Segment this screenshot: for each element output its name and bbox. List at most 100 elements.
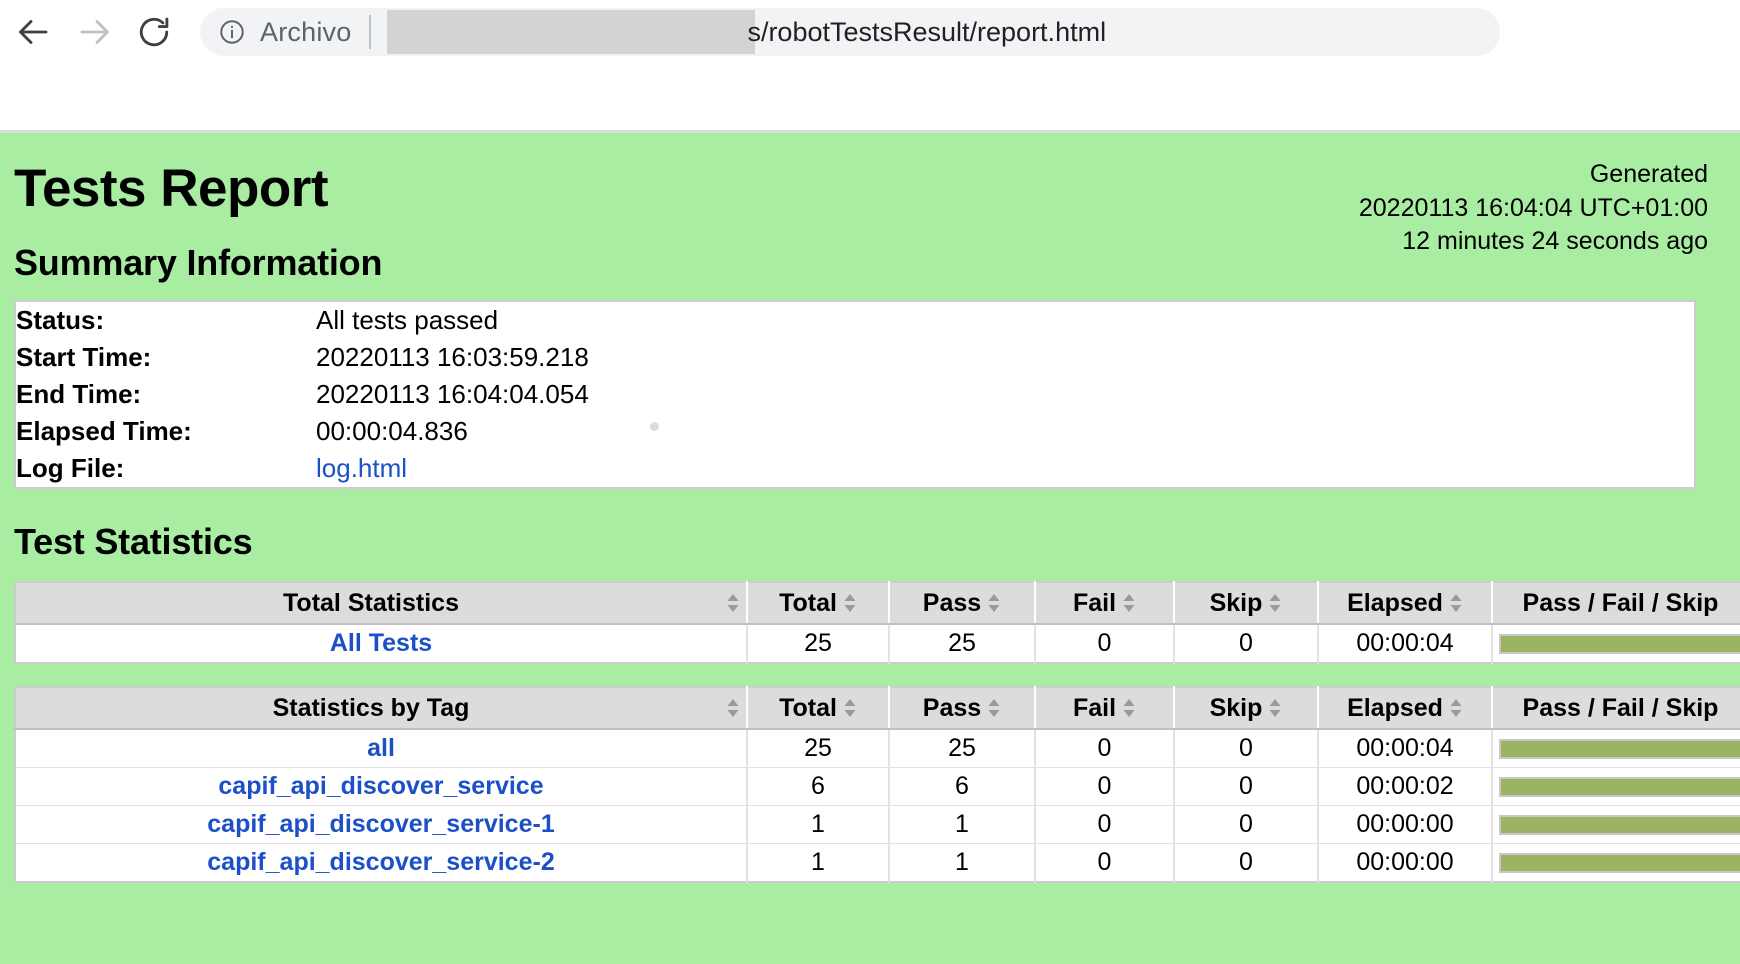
column-header-label: Fail xyxy=(1072,588,1117,617)
sort-indicator-icon[interactable] xyxy=(1268,697,1282,719)
column-header-skip[interactable]: Skip xyxy=(1174,687,1319,731)
column-header-label: Total xyxy=(779,588,837,617)
total-statistics-body: All Tests 25 25 0 0 00:00:04 xyxy=(15,624,1740,664)
cell-pass: 1 xyxy=(889,843,1036,883)
status-badge: All tests passed xyxy=(316,305,499,336)
summary-information-heading: Summary Information xyxy=(14,242,383,284)
info-circle-icon[interactable] xyxy=(218,18,246,46)
column-header-total[interactable]: Total xyxy=(747,582,890,626)
sort-indicator-icon[interactable] xyxy=(843,697,857,719)
sort-indicator-icon[interactable] xyxy=(726,697,740,719)
column-header-label: Statistics by Tag xyxy=(272,693,470,722)
column-header-label: Pass / Fail / Skip xyxy=(1522,693,1719,722)
column-header-fail[interactable]: Fail xyxy=(1035,582,1175,626)
summary-row: Log File: log.html xyxy=(15,450,1695,488)
pass-fail-skip-bar xyxy=(1499,633,1740,654)
omnibox-divider xyxy=(369,15,372,49)
sort-indicator-icon[interactable] xyxy=(1449,697,1463,719)
column-header-pass[interactable]: Pass xyxy=(889,687,1036,731)
summary-value: 00:00:04.836 xyxy=(316,416,468,447)
table-header-row: Total Statistics Total Pass Fail Skip Elapsed… xyxy=(15,582,1740,626)
origin-label: Archivo xyxy=(260,16,352,47)
column-header-pass[interactable]: Pass xyxy=(889,582,1036,626)
sort-indicator-icon[interactable] xyxy=(987,592,1001,614)
browser-chrome: Archivo s/robotTestsResult/report.html xyxy=(0,0,1740,133)
table-header-row: Statistics by Tag Total Pass Fail Skip Elapse… xyxy=(15,687,1740,731)
statistics-by-tag-table: Statistics by Tag Total Pass Fail Skip Elapse… xyxy=(14,686,1740,884)
cell-pass: 1 xyxy=(889,805,1036,845)
cell-total: 25 xyxy=(747,729,890,769)
cell-fail: 0 xyxy=(1035,729,1175,769)
address-bar[interactable]: Archivo s/robotTestsResult/report.html xyxy=(200,8,1500,56)
total-statistics-header: Total Statistics Total Pass Fail Skip Elapsed… xyxy=(15,582,1740,626)
cell-pass-fail-skip-bar xyxy=(1492,729,1740,769)
summary-row: End Time: 20220113 16:04:04.054 xyxy=(15,376,1695,413)
sort-indicator-icon[interactable] xyxy=(1268,592,1282,614)
cell-fail: 0 xyxy=(1035,843,1175,883)
cell-total: 25 xyxy=(747,624,890,664)
column-header-fail[interactable]: Fail xyxy=(1035,687,1175,731)
column-header-label: Total xyxy=(779,693,837,722)
sort-indicator-icon[interactable] xyxy=(1122,697,1136,719)
cell-elapsed: 00:00:00 xyxy=(1318,843,1493,883)
row-name-link[interactable]: All Tests xyxy=(329,629,433,658)
cursor-dot-artifact xyxy=(650,422,659,431)
log-file-link[interactable]: log.html xyxy=(316,453,408,484)
summary-label: Elapsed Time: xyxy=(16,416,192,447)
column-header-name[interactable]: Statistics by Tag xyxy=(15,687,748,731)
column-header-pass-fail-skip: Pass / Fail / Skip xyxy=(1492,582,1740,626)
sort-indicator-icon[interactable] xyxy=(843,592,857,614)
generated-info: Generated 20220113 16:04:04 UTC+01:00 12… xyxy=(1359,158,1708,259)
column-header-name[interactable]: Total Statistics xyxy=(15,582,748,626)
arrow-right-icon xyxy=(76,14,112,50)
row-name-cell: all xyxy=(15,729,748,769)
cell-total: 1 xyxy=(747,805,890,845)
reload-icon xyxy=(136,14,172,50)
bar-segment-pass xyxy=(1501,740,1740,757)
column-header-label: Elapsed xyxy=(1347,693,1443,722)
cell-skip: 0 xyxy=(1174,767,1319,807)
back-button[interactable] xyxy=(8,6,60,58)
summary-value: 20220113 16:03:59.218 xyxy=(316,342,589,373)
summary-row: Start Time: 20220113 16:03:59.218 xyxy=(15,339,1695,376)
summary-label: Status: xyxy=(16,305,105,336)
sort-indicator-icon[interactable] xyxy=(1122,592,1136,614)
bar-segment-pass xyxy=(1501,816,1740,833)
sort-indicator-icon[interactable] xyxy=(1449,592,1463,614)
sort-indicator-icon[interactable] xyxy=(987,697,1001,719)
generated-label: Generated xyxy=(1589,160,1708,188)
summary-value: 20220113 16:04:04.054 xyxy=(316,379,589,410)
row-name-link[interactable]: capif_api_discover_service xyxy=(218,772,544,801)
url-redaction-block xyxy=(387,10,756,54)
forward-button[interactable] xyxy=(68,6,120,58)
table-row: capif_api_discover_service-1 1 1 0 0 00:00:00 xyxy=(15,805,1740,845)
total-statistics-table: Total Statistics Total Pass Fail Skip Elapsed… xyxy=(14,581,1740,665)
cell-total: 1 xyxy=(747,843,890,883)
pass-fail-skip-bar xyxy=(1499,776,1740,797)
statistics-by-tag-header: Statistics by Tag Total Pass Fail Skip Elapse… xyxy=(15,687,1740,731)
sort-indicator-icon[interactable] xyxy=(726,592,740,614)
column-header-elapsed[interactable]: Elapsed xyxy=(1318,582,1493,626)
column-header-total[interactable]: Total xyxy=(747,687,890,731)
cell-pass-fail-skip-bar xyxy=(1492,844,1740,883)
bar-segment-pass xyxy=(1501,635,1740,652)
row-name-link[interactable]: capif_api_discover_service-1 xyxy=(207,810,555,839)
statistics-by-tag-body: all 25 25 0 0 00:00:04 capif_api_discover_serv… xyxy=(15,729,1740,883)
cell-pass: 6 xyxy=(889,767,1036,807)
column-header-elapsed[interactable]: Elapsed xyxy=(1318,687,1493,731)
cell-pass-fail-skip-bar xyxy=(1492,624,1740,663)
summary-information-table: Status: All tests passed Start Time: 202201… xyxy=(14,300,1696,490)
row-name-link[interactable]: capif_api_discover_service-2 xyxy=(207,848,555,877)
table-row: capif_api_discover_service 6 6 0 0 00:00:02 xyxy=(15,767,1740,807)
row-name-cell: capif_api_discover_service-1 xyxy=(15,805,748,845)
column-header-skip[interactable]: Skip xyxy=(1174,582,1319,626)
generated-timestamp: 20220113 16:04:04 UTC+01:00 xyxy=(1358,193,1708,222)
row-name-link[interactable]: all xyxy=(367,734,395,763)
test-statistics-heading: Test Statistics xyxy=(14,521,253,563)
pass-fail-skip-bar xyxy=(1499,814,1740,835)
table-row: capif_api_discover_service-2 1 1 0 0 00:00:00 xyxy=(15,843,1740,883)
column-header-label: Elapsed xyxy=(1347,588,1443,617)
reload-button[interactable] xyxy=(128,6,180,58)
column-header-label: Fail xyxy=(1072,693,1117,722)
url-text: s/robotTestsResult/report.html xyxy=(747,16,1107,47)
